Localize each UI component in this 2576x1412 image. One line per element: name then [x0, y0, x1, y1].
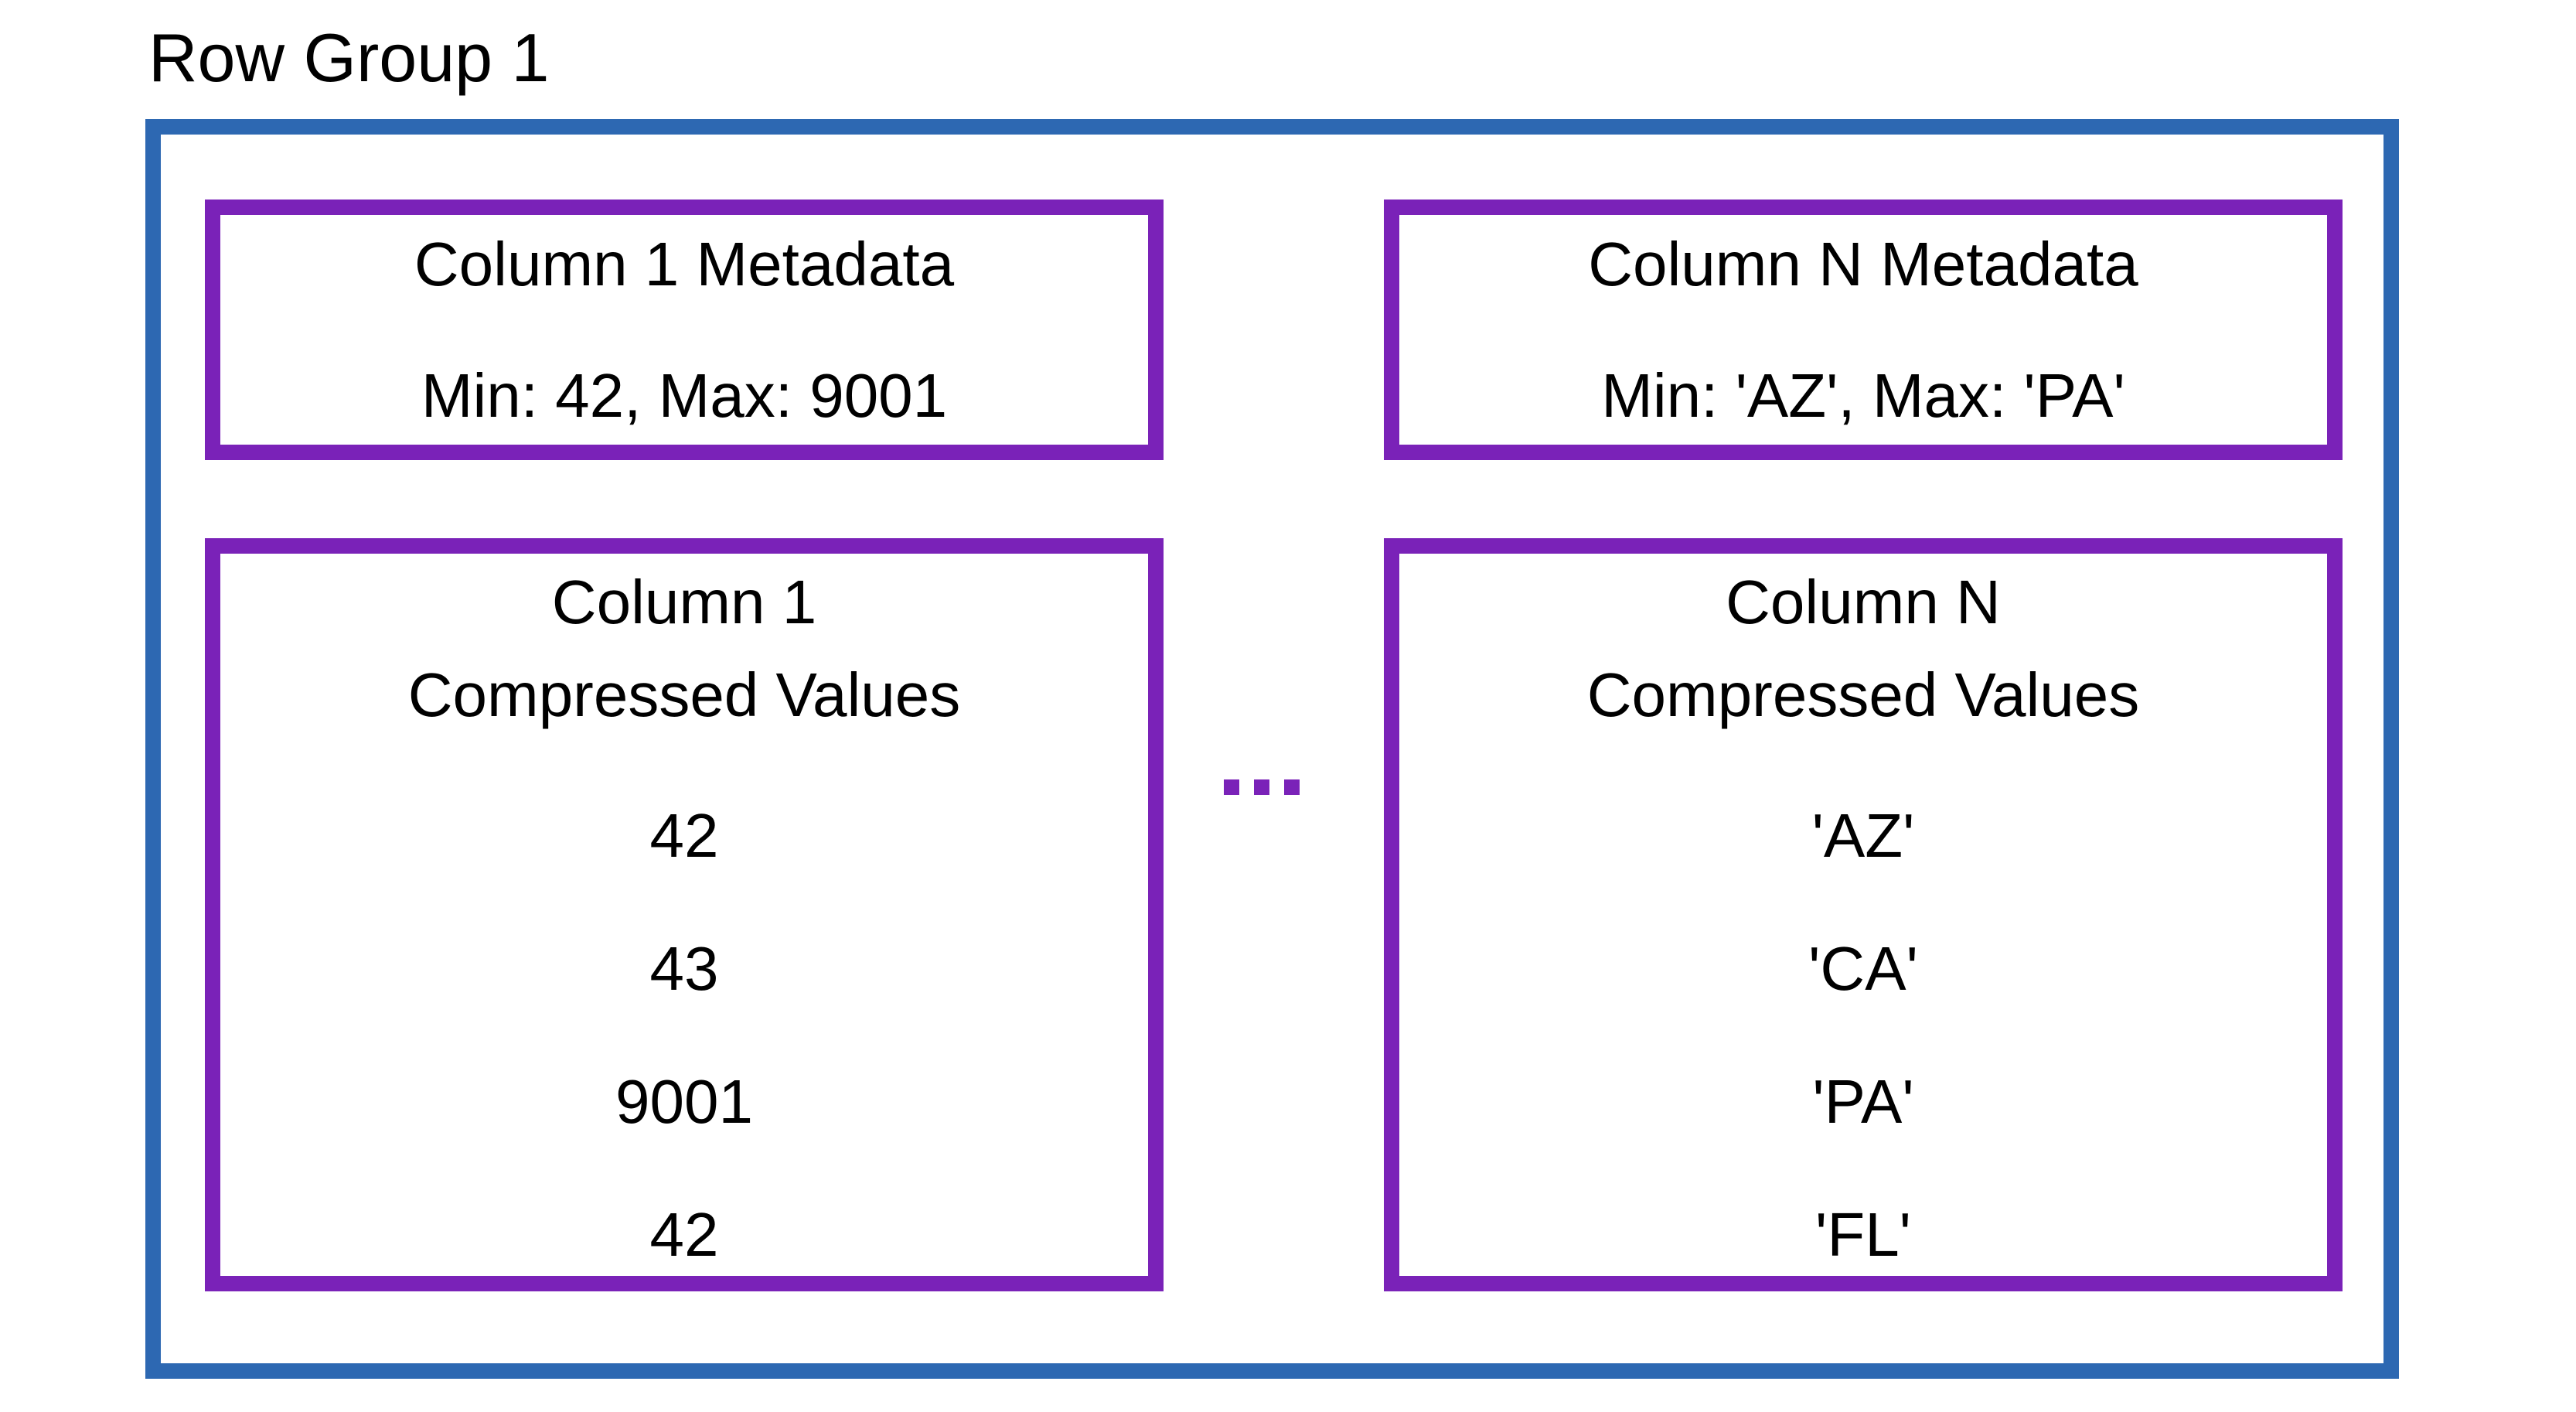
value-item: 42	[649, 801, 719, 870]
values-title-line1: Column N	[1726, 568, 2001, 636]
metadata-title: Column 1 Metadata	[414, 229, 955, 298]
column-1-metadata-box: Column 1 Metadata Min: 42, Max: 9001	[205, 200, 1164, 460]
column-1-values-box: Column 1 Compressed Values 42 43 9001 42	[205, 538, 1164, 1291]
ellipsis-dot	[1284, 779, 1300, 795]
metadata-stats: Min: 42, Max: 9001	[421, 360, 948, 430]
value-item: 'FL'	[1815, 1200, 1911, 1269]
value-item: 43	[649, 934, 719, 1003]
value-item: 'PA'	[1812, 1067, 1914, 1136]
value-item: 'CA'	[1808, 934, 1918, 1003]
values-title-line1: Column 1	[551, 568, 817, 636]
ellipsis-dot	[1254, 779, 1269, 795]
values-heading: Column 1 Compressed Values	[408, 556, 960, 742]
value-item: 42	[649, 1200, 719, 1269]
values-heading: Column N Compressed Values	[1587, 556, 2139, 742]
ellipsis: ...	[1224, 779, 1300, 795]
values-title-line2: Compressed Values	[1586, 660, 2140, 729]
metadata-stats: Min: 'AZ', Max: 'PA'	[1601, 360, 2125, 430]
ellipsis-dot	[1224, 779, 1239, 795]
values-title-line2: Compressed Values	[407, 660, 961, 729]
metadata-title: Column N Metadata	[1588, 229, 2138, 298]
value-item: 'AZ'	[1811, 801, 1915, 870]
value-item: 9001	[615, 1067, 753, 1136]
column-n-values-box: Column N Compressed Values 'AZ' 'CA' 'PA…	[1384, 538, 2343, 1291]
row-group-title: Row Group 1	[148, 19, 550, 96]
column-n-metadata-box: Column N Metadata Min: 'AZ', Max: 'PA'	[1384, 200, 2343, 460]
